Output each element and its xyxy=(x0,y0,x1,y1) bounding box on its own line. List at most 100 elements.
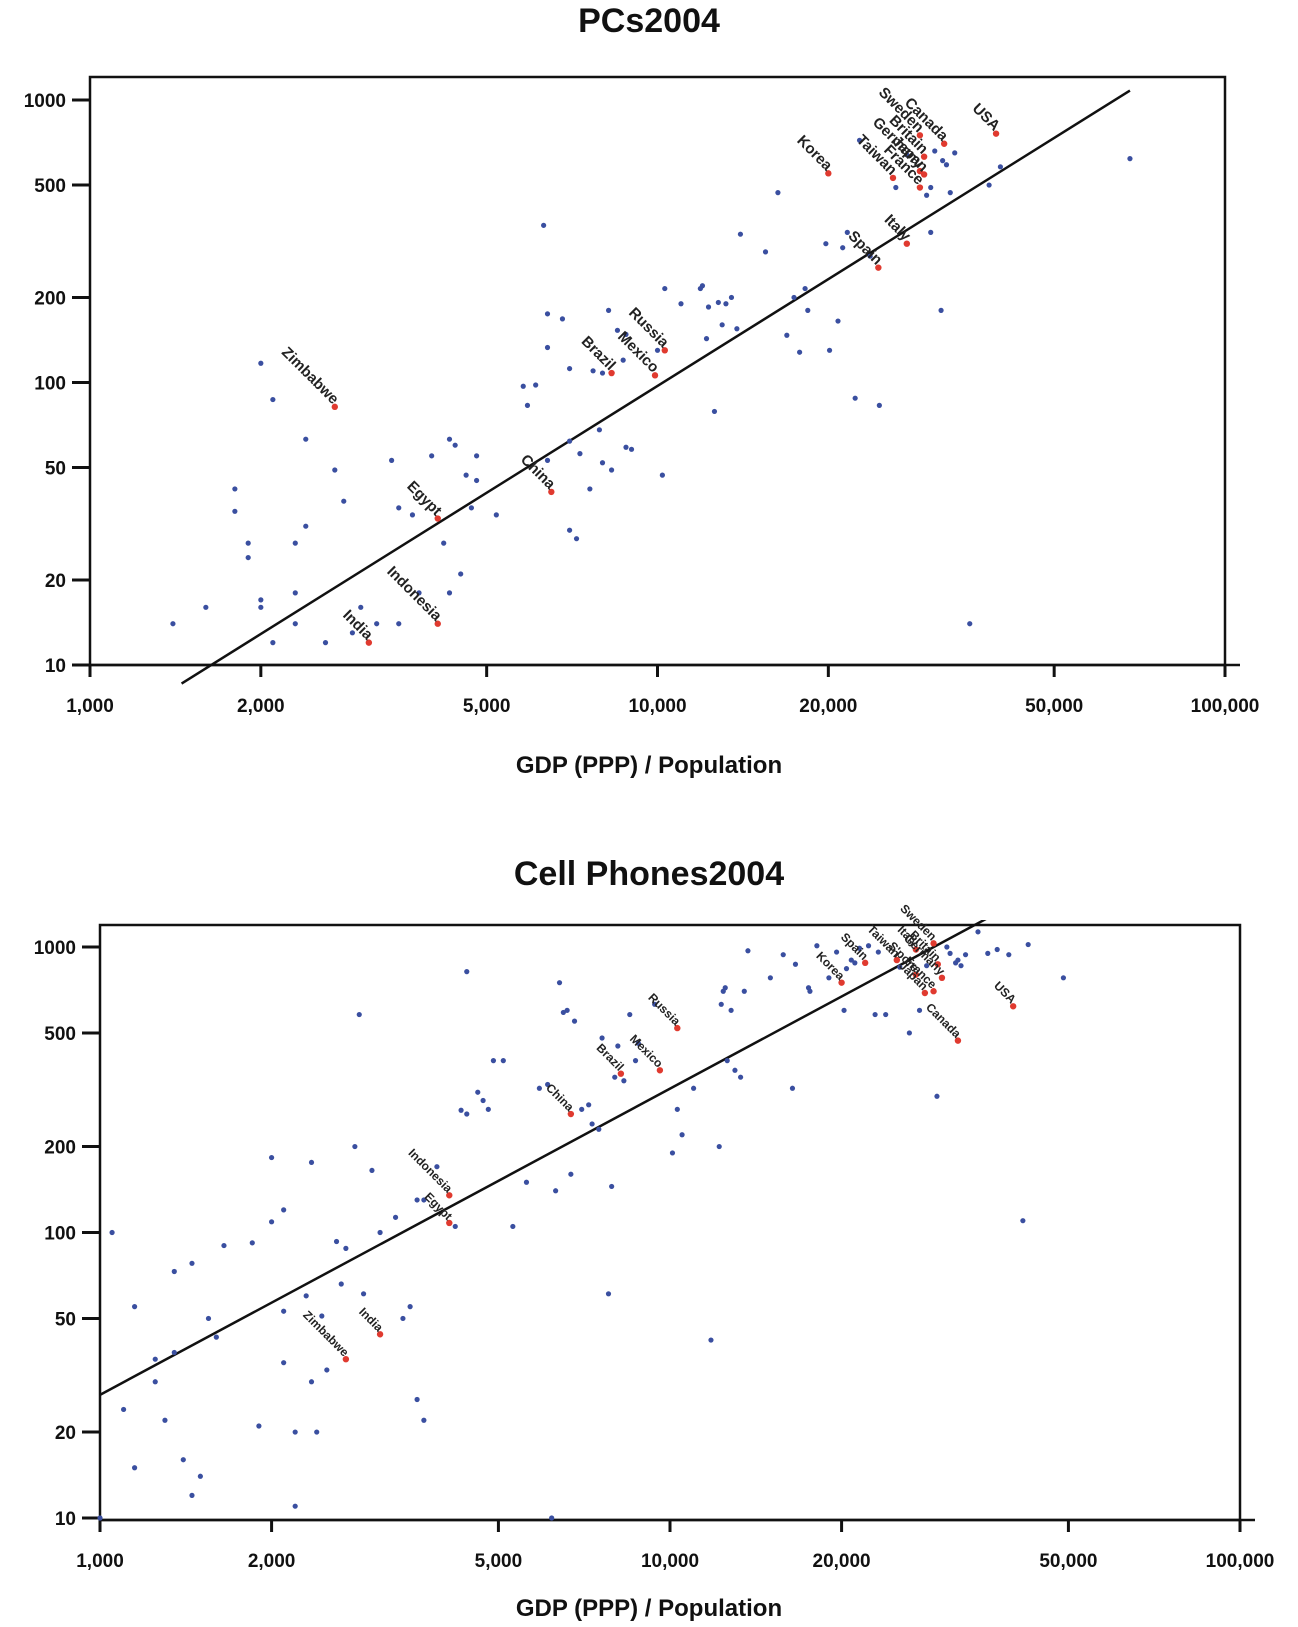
highlighted-point xyxy=(875,264,882,271)
data-point xyxy=(468,505,475,511)
data-point xyxy=(303,523,309,529)
data-point xyxy=(268,1154,275,1161)
highlighted-point xyxy=(893,956,901,964)
highlighted-point xyxy=(903,240,911,247)
y-tick-label: 20 xyxy=(55,1423,76,1444)
data-point xyxy=(566,438,573,444)
point-label: Brazil xyxy=(594,1041,627,1074)
y-tick-label: 1000 xyxy=(24,91,66,112)
data-point xyxy=(875,949,881,955)
x-tick: 1,000 xyxy=(76,1520,124,1572)
data-point xyxy=(510,1223,516,1230)
highlighted-point xyxy=(912,946,920,953)
data-point xyxy=(952,150,958,156)
data-point xyxy=(349,630,356,636)
data-point xyxy=(791,294,797,301)
data-point xyxy=(652,1001,658,1007)
data-point xyxy=(623,331,629,338)
data-point xyxy=(823,241,829,247)
point-label: Mexico xyxy=(627,1032,666,1071)
data-point xyxy=(723,301,729,307)
data-point xyxy=(577,451,583,457)
data-point xyxy=(924,192,930,198)
data-point xyxy=(389,457,395,463)
data-point xyxy=(490,1058,497,1064)
y-tick: 10 xyxy=(55,1509,100,1530)
y-tick-label: 50 xyxy=(55,1309,76,1330)
data-point xyxy=(599,370,606,376)
data-point xyxy=(716,1143,722,1150)
data-point xyxy=(932,148,938,154)
data-point xyxy=(324,1367,330,1373)
y-tick-label: 50 xyxy=(45,459,66,480)
data-point xyxy=(596,1126,602,1132)
data-point xyxy=(708,1337,714,1343)
data-point xyxy=(281,1360,287,1366)
data-point xyxy=(1060,975,1067,981)
data-point xyxy=(852,395,858,401)
x-tick-label: 50,000 xyxy=(1039,1551,1097,1572)
data-point xyxy=(352,1143,358,1150)
data-point xyxy=(559,316,566,322)
data-point xyxy=(303,1293,309,1299)
data-point xyxy=(414,1197,420,1203)
highlighted-point xyxy=(365,639,373,646)
data-point xyxy=(962,952,969,958)
data-point xyxy=(1020,1218,1026,1224)
highlighted-point xyxy=(376,1331,384,1338)
data-point xyxy=(967,621,973,627)
data-point xyxy=(833,949,840,955)
data-point xyxy=(338,1281,344,1287)
data-point xyxy=(308,1379,315,1385)
point-label: Spain xyxy=(838,930,871,963)
point-label: Zimbabwe xyxy=(300,1308,352,1360)
trend-line xyxy=(99,920,987,1396)
x-tick: 10,000 xyxy=(628,665,687,717)
data-point xyxy=(446,590,453,596)
data-point xyxy=(292,1429,298,1435)
data-point xyxy=(840,245,846,251)
data-point xyxy=(883,1011,889,1018)
data-point xyxy=(856,137,863,143)
data-point xyxy=(458,1107,464,1113)
x-tick: 100,000 xyxy=(1191,665,1259,717)
data-point xyxy=(571,1018,578,1024)
data-point xyxy=(292,621,298,627)
data-point xyxy=(396,621,402,627)
data-point xyxy=(814,943,820,949)
data-point xyxy=(628,446,635,452)
data-point xyxy=(994,946,1000,953)
data-point xyxy=(377,1229,383,1236)
y-tick-label: 100 xyxy=(34,374,66,395)
data-point xyxy=(322,640,329,646)
x-tick-label: 2,000 xyxy=(237,696,285,717)
highlighted-point xyxy=(446,1192,453,1199)
highlighted-point xyxy=(434,515,441,522)
data-point xyxy=(544,457,551,463)
data-point xyxy=(434,1164,440,1170)
data-point xyxy=(797,349,803,355)
y-tick: 200 xyxy=(34,288,90,309)
data-point xyxy=(341,498,347,504)
data-point xyxy=(852,960,858,966)
data-point xyxy=(360,1291,367,1297)
data-point xyxy=(605,307,612,313)
y-tick-label: 10 xyxy=(55,1509,76,1530)
data-point xyxy=(928,184,934,191)
point-label: India xyxy=(356,1305,386,1335)
data-point xyxy=(429,453,435,459)
data-point xyxy=(120,1406,127,1413)
data-point xyxy=(955,957,961,963)
data-point xyxy=(737,231,744,237)
highlighted-point xyxy=(940,140,948,147)
highlighted-point xyxy=(838,979,845,986)
data-point xyxy=(940,158,946,164)
data-point xyxy=(256,1423,262,1429)
x-tick-label: 5,000 xyxy=(475,1551,523,1572)
data-point xyxy=(524,402,531,408)
x-tick: 20,000 xyxy=(813,1520,871,1572)
data-point xyxy=(258,360,264,366)
point-label: USA xyxy=(991,979,1019,1007)
x-tick-label: 100,000 xyxy=(1206,1551,1275,1572)
data-point xyxy=(705,304,712,310)
